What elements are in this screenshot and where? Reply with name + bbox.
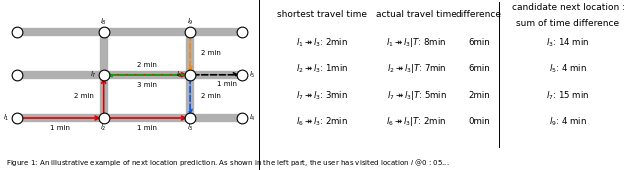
Point (99, 73, 109, 76)
Point (185, 30, 195, 33)
Text: 1 min: 1 min (217, 81, 237, 87)
Text: $l_7 \twoheadrightarrow l_3|T$: 5min: $l_7 \twoheadrightarrow l_3|T$: 5min (387, 89, 447, 102)
Point (99, 30, 109, 33)
Text: $l_3$: $l_3$ (187, 123, 193, 133)
Text: 1 min: 1 min (51, 125, 70, 131)
Text: $l_1 \twoheadrightarrow l_3|T$: 8min: $l_1 \twoheadrightarrow l_3|T$: 8min (387, 36, 447, 49)
Text: 2 min: 2 min (74, 93, 94, 99)
Text: 6min: 6min (468, 64, 490, 73)
Text: candidate next location :: candidate next location : (511, 3, 625, 12)
Text: 6min: 6min (468, 38, 490, 47)
Text: $l_2 \twoheadrightarrow l_3|T$: 7min: $l_2 \twoheadrightarrow l_3|T$: 7min (387, 62, 446, 75)
Text: $l_7 \twoheadrightarrow l_3$: 3min: $l_7 \twoheadrightarrow l_3$: 3min (296, 89, 348, 101)
Text: 1 min: 1 min (137, 125, 157, 131)
Text: difference: difference (456, 11, 502, 20)
Text: $l_2 \twoheadrightarrow l_3$: 1min: $l_2 \twoheadrightarrow l_3$: 1min (296, 63, 348, 75)
Text: $l_3$: 14 min: $l_3$: 14 min (547, 36, 589, 49)
Text: $l_6$: $l_6$ (176, 70, 182, 80)
Point (237, 30, 247, 33)
Text: $l_7$: 15 min: $l_7$: 15 min (547, 89, 589, 101)
Text: $l_8$: $l_8$ (100, 17, 107, 27)
Text: $l_9$: 4 min: $l_9$: 4 min (549, 115, 587, 128)
Text: $l_5$: $l_5$ (250, 70, 256, 80)
Text: 2 min: 2 min (201, 93, 221, 99)
Text: $l_4$: $l_4$ (250, 113, 256, 123)
Text: $l_1$: $l_1$ (3, 113, 10, 123)
Point (185, 117, 195, 119)
Point (237, 117, 247, 119)
Text: $l_9$: $l_9$ (187, 17, 193, 27)
Text: 2min: 2min (468, 91, 490, 100)
Text: 3 min: 3 min (137, 82, 157, 88)
Point (12, 117, 22, 119)
Text: $l_2$: $l_2$ (100, 123, 107, 133)
Text: sum of time difference: sum of time difference (516, 19, 620, 28)
Text: actual travel time: actual travel time (376, 11, 457, 20)
Text: $l_5$: 4 min: $l_5$: 4 min (549, 63, 587, 75)
Text: Figure 1: An illustrative example of next location prediction. As shown in the l: Figure 1: An illustrative example of nex… (6, 157, 450, 168)
Text: 2 min: 2 min (201, 50, 221, 56)
Point (99, 117, 109, 119)
Point (12, 73, 22, 76)
Text: 2 min: 2 min (137, 62, 157, 68)
Text: $l_6 \twoheadrightarrow l_3$: 2min: $l_6 \twoheadrightarrow l_3$: 2min (296, 115, 348, 128)
Point (185, 73, 195, 76)
Text: $l_6 \twoheadrightarrow l_3|T$: 2min: $l_6 \twoheadrightarrow l_3|T$: 2min (387, 115, 447, 128)
Text: $l_7$: $l_7$ (90, 70, 96, 80)
Text: 0min: 0min (468, 117, 490, 126)
Point (237, 73, 247, 76)
Text: shortest travel time: shortest travel time (276, 11, 367, 20)
Text: $l_1 \twoheadrightarrow l_3$: 2min: $l_1 \twoheadrightarrow l_3$: 2min (296, 36, 348, 49)
Point (12, 30, 22, 33)
